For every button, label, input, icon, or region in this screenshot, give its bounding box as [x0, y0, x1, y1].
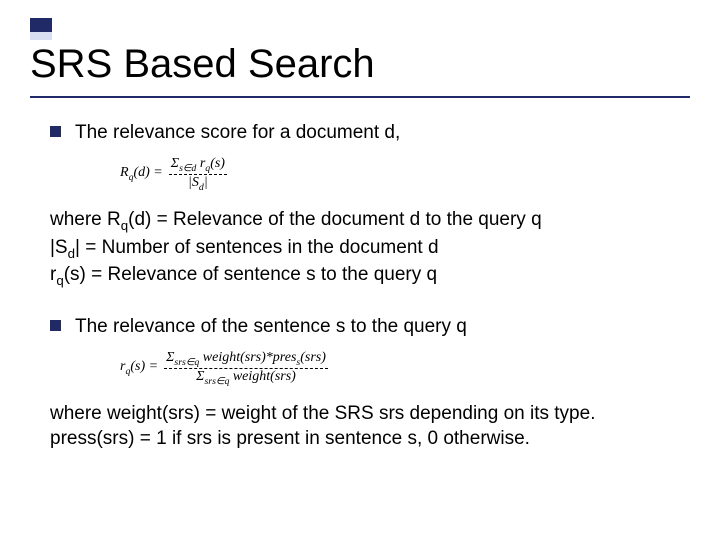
def-line: rq(s) = Relevance of sentence s to the q… — [50, 262, 680, 290]
bullet-text: The relevance of the sentence s to the q… — [75, 314, 467, 340]
formula-1: Rq(d) = Σs∈d rq(s) |Sd| — [120, 156, 680, 193]
slide-title: SRS Based Search — [30, 42, 375, 87]
bullet-text: The relevance score for a document d, — [75, 120, 400, 146]
square-bullet-icon — [50, 320, 61, 331]
def-line: press(srs) = 1 if srs is present in sent… — [50, 426, 680, 452]
definitions-1: where Rq(d) = Relevance of the document … — [50, 207, 680, 290]
def-line: |Sd| = Number of sentences in the docume… — [50, 235, 680, 263]
slide: SRS Based Search The relevance score for… — [0, 0, 720, 540]
slide-body: The relevance score for a document d, Rq… — [50, 120, 680, 476]
def-line: where Rq(d) = Relevance of the document … — [50, 207, 680, 235]
def-line: where weight(srs) = weight of the SRS sr… — [50, 401, 680, 427]
definitions-2: where weight(srs) = weight of the SRS sr… — [50, 401, 680, 452]
title-rule — [30, 96, 690, 98]
accent-icon — [30, 18, 52, 40]
bullet-item: The relevance of the sentence s to the q… — [50, 314, 680, 340]
bullet-item: The relevance score for a document d, — [50, 120, 680, 146]
formula-2: rq(s) = Σsrs∈q weight(srs)*press(srs) Σs… — [120, 350, 680, 387]
square-bullet-icon — [50, 126, 61, 137]
